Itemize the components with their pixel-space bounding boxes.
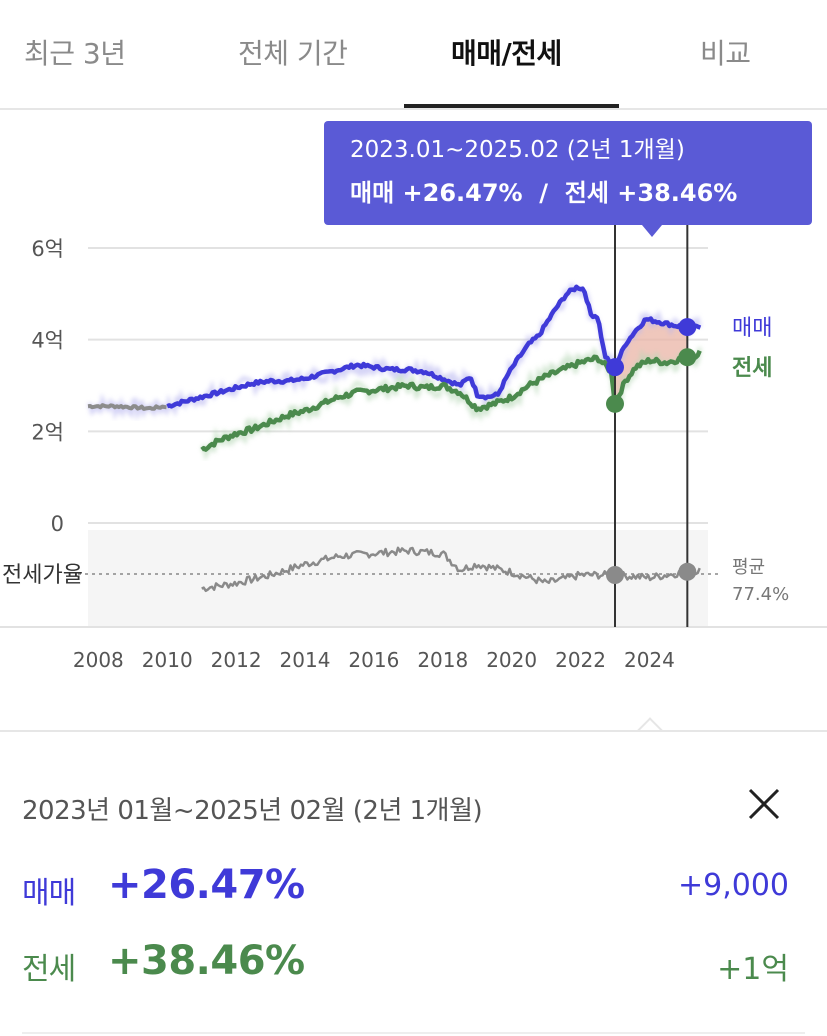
tooltip-changes: 매매 +26.47% / 전세 +38.46% [350, 179, 737, 207]
x-tick-label: 2018 [417, 648, 468, 670]
x-tick-label: 2008 [73, 648, 124, 670]
jeonse-marker-start [606, 394, 624, 413]
summary-panel: 2023년 01월~2025년 02월 (2년 1개월) 매매 +26.47% … [0, 730, 827, 1036]
tab-bar: 최근 3년 전체 기간 매매/전세 비교 [0, 0, 827, 110]
y-tick-label: 2억 [31, 420, 64, 444]
sale-series-early-line [87, 403, 167, 411]
ratio-marker-start [606, 566, 624, 584]
series-label-sale: 매매 [732, 316, 772, 341]
gridlines [0, 247, 827, 628]
tab-recent-3-years[interactable]: 최근 3년 [24, 37, 126, 70]
close-icon[interactable] [742, 782, 786, 826]
x-axis-ticks: 2008 2010 2012 2014 2016 2018 2020 2022 2024 [73, 648, 675, 670]
y-tick-label: 4억 [31, 329, 64, 353]
selection-markers [606, 318, 697, 584]
active-tab-indicator [404, 104, 619, 108]
period-range: 2023년 01월~2025년 02월 (2년 1개월) [22, 796, 483, 826]
ratio-marker-end [678, 562, 697, 581]
price-chart[interactable]: 6억 4억 2억 0 2008 2010 2012 2014 2016 2018 2020 2022… [0, 110, 827, 670]
jeonse-percent: +38.46% [108, 938, 305, 984]
x-tick-label: 2010 [142, 648, 193, 670]
sale-label: 매매 [22, 876, 76, 911]
tab-compare[interactable]: 비교 [700, 37, 751, 70]
series-label-jeonse: 전세 [732, 356, 772, 381]
jeonse-marker-end [678, 348, 697, 367]
x-tick-label: 2012 [211, 648, 262, 670]
x-tick-label: 2014 [280, 648, 331, 670]
y-tick-label: 0 [51, 512, 64, 536]
jeonse-amount: +1억 [717, 952, 789, 987]
y-axis-ticks: 6억 4억 2억 0 [31, 237, 64, 536]
tooltip-range: 2023.01~2025.02 (2년 1개월) [350, 137, 685, 163]
x-tick-label: 2016 [348, 648, 399, 670]
jeonse-label: 전세 [22, 952, 76, 987]
sale-marker-start [606, 358, 624, 377]
tab-all-period[interactable]: 전체 기간 [238, 37, 348, 70]
divider [22, 1032, 805, 1034]
tab-sale-jeonse[interactable]: 매매/전세 [451, 37, 562, 70]
sale-percent: +26.47% [108, 862, 305, 908]
average-label: 평균 [732, 557, 765, 578]
average-value: 77.4% [732, 584, 789, 605]
ratio-band-background [88, 530, 708, 628]
x-tick-label: 2020 [486, 648, 537, 670]
x-tick-label: 2024 [624, 648, 675, 670]
tooltip: 2023.01~2025.02 (2년 1개월) 매매 +26.47% / 전세… [324, 121, 812, 237]
sale-marker-end [678, 318, 697, 337]
ratio-axis-label: 전세가율 [2, 563, 83, 588]
y-tick-label: 6억 [31, 237, 64, 261]
x-tick-label: 2022 [555, 648, 606, 670]
sale-amount: +9,000 [677, 868, 789, 903]
